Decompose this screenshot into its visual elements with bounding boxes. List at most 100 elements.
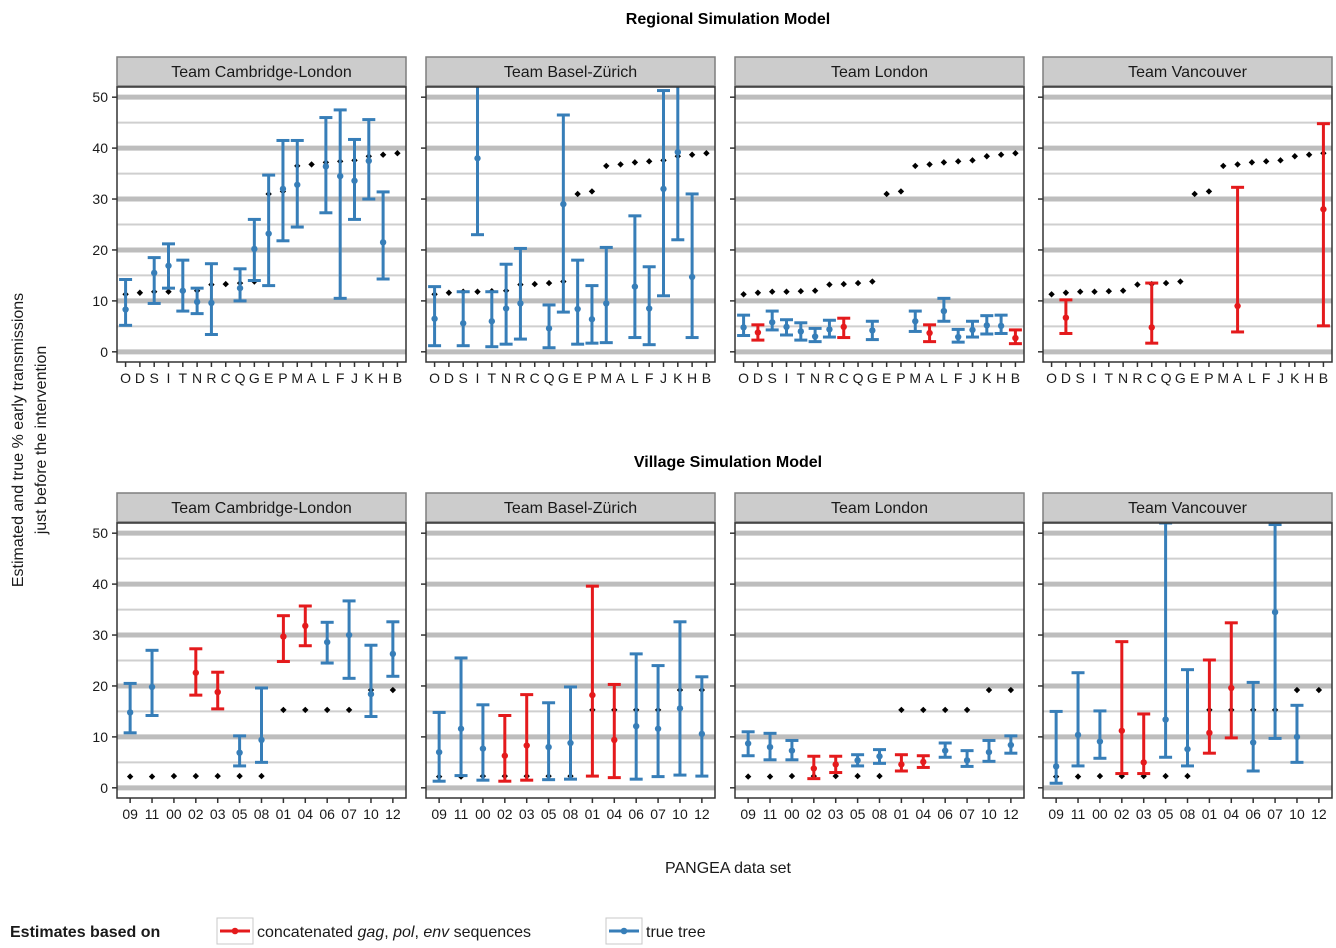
truth-point	[603, 162, 610, 170]
data-layer	[123, 599, 400, 780]
estimate-true_tree	[147, 256, 161, 305]
legend-label: true tree	[646, 924, 706, 941]
legend-label-segment: gag	[358, 924, 385, 941]
x-tick-label: 04	[606, 806, 622, 822]
panel-border	[1042, 86, 1333, 363]
estimate-point	[502, 305, 510, 312]
x-tick-label: 12	[385, 806, 401, 822]
data-layer	[1048, 122, 1330, 345]
truth-point	[148, 773, 156, 780]
estimate-point	[645, 305, 653, 312]
strip-title: Team Basel-Zürich	[504, 500, 637, 517]
strip-header	[1042, 492, 1333, 523]
estimate-point	[660, 185, 667, 193]
estimate-true_tree	[571, 258, 585, 346]
truth-point	[1293, 686, 1301, 694]
x-tick-label: 11	[1071, 806, 1086, 822]
truth-point	[897, 188, 905, 195]
truth-point	[236, 772, 243, 780]
estimate-point	[1271, 608, 1279, 616]
legend-label-segment: ,	[414, 924, 423, 941]
strip-title: Team Cambridge-London	[171, 500, 352, 517]
estimate-point	[322, 163, 330, 170]
y-tick-label: 30	[92, 191, 108, 207]
x-tick-label: S	[150, 370, 159, 386]
strip-header	[116, 56, 407, 87]
y-tick-label: 40	[92, 576, 108, 592]
truth-point	[1205, 188, 1213, 195]
x-tick-label: 11	[763, 806, 778, 822]
panel-border	[734, 86, 1025, 363]
y-tick-label: 0	[100, 780, 108, 796]
truth-point	[379, 151, 387, 158]
truth-point	[192, 772, 200, 780]
x-tick-label: B	[393, 370, 402, 386]
estimate-concatenated	[298, 604, 312, 648]
estimate-true_tree	[564, 685, 577, 781]
x-tick-label: 01	[585, 806, 601, 822]
strip-title: Team Basel-Zürich	[504, 64, 637, 81]
truth-point	[811, 287, 819, 294]
estimate-point	[826, 326, 833, 333]
truth-point	[883, 190, 890, 198]
truth-point	[1184, 772, 1191, 780]
x-tick-label: 09	[740, 806, 756, 822]
estimate-true_tree	[476, 703, 490, 782]
legend: Estimates based on concatenated gag, pol,…	[10, 917, 706, 945]
estimate-true_tree	[628, 214, 642, 340]
estimate-true_tree	[1181, 668, 1194, 768]
estimate-point	[367, 690, 375, 698]
estimate-point	[632, 722, 640, 730]
estimate-point	[208, 299, 215, 307]
estimate-point	[1148, 324, 1155, 331]
truth-point	[754, 289, 762, 296]
estimate-point	[488, 318, 496, 325]
y-axis-title-line1: Estimated and true % early transmissions	[10, 293, 27, 587]
truth-point	[1262, 158, 1270, 165]
legend-item-true_tree: true tree	[605, 917, 706, 945]
x-tick-label: D	[135, 370, 145, 386]
panel-border	[1042, 522, 1333, 799]
data-layer	[428, 87, 710, 350]
truth-point	[688, 151, 696, 158]
truth-point	[1048, 291, 1055, 298]
truth-point	[1191, 190, 1198, 198]
y-tick-label: 50	[92, 89, 108, 105]
estimate-true_tree	[119, 278, 133, 327]
estimate-true_tree	[1268, 523, 1282, 740]
x-tick-label: 06	[1245, 806, 1261, 822]
x-tick-label: H	[996, 370, 1006, 386]
x-tick-label: A	[925, 370, 935, 386]
truth-point	[545, 279, 553, 287]
estimate-true_tree	[656, 89, 670, 298]
legend-label-segment: true tree	[646, 924, 706, 941]
estimate-point	[768, 319, 776, 326]
estimate-point	[1249, 739, 1257, 746]
x-tick-label: 12	[1311, 806, 1327, 822]
x-tick-label: B	[702, 370, 711, 386]
estimate-concatenated	[607, 682, 621, 780]
x-tick-label: 03	[210, 806, 226, 822]
estimate-point	[1012, 334, 1019, 342]
estimate-point	[783, 323, 790, 331]
truth-point	[1096, 772, 1104, 780]
estimate-true_tree	[376, 190, 390, 281]
estimate-true_tree	[319, 116, 333, 215]
x-tick-label: 02	[1114, 806, 1130, 822]
x-tick-label: C	[221, 370, 231, 386]
estimate-true_tree	[471, 87, 485, 237]
truth-point	[445, 289, 453, 296]
strip-header	[1042, 56, 1333, 87]
truth-point	[214, 772, 221, 780]
estimate-point	[969, 326, 976, 334]
truth-point	[788, 772, 796, 780]
strip-header	[734, 56, 1025, 87]
x-tick-label: 08	[563, 806, 579, 822]
truth-point	[165, 288, 172, 295]
x-tick-label: M	[291, 370, 303, 386]
estimate-concatenated	[189, 647, 203, 697]
x-tick-label: R	[206, 370, 216, 386]
estimate-true_tree	[671, 87, 685, 242]
truth-point	[963, 706, 971, 714]
estimate-true_tree	[276, 138, 290, 243]
